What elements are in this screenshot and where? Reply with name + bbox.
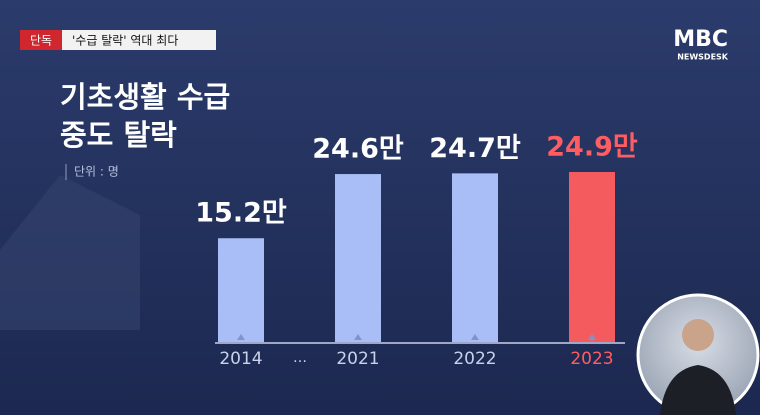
x-tick-label: 2023: [570, 349, 613, 369]
gap-mark: …: [293, 350, 307, 366]
chart-title: 중도 탈락: [60, 118, 177, 152]
interpreter-figure: [660, 365, 736, 415]
value-label: 24.9만: [546, 132, 638, 163]
bar-marker: [237, 334, 245, 340]
bar-marker: [471, 334, 479, 340]
value-label: 24.7만: [429, 133, 521, 164]
logo: MBC: [673, 27, 728, 52]
bar: [452, 173, 498, 342]
interpreter-head: [682, 319, 714, 351]
unit-note: 단위 : 명: [74, 165, 119, 179]
x-tick-label: 2021: [336, 349, 379, 369]
value-label: 24.6만: [312, 134, 404, 165]
logo-sub: NEWSDESK: [677, 53, 729, 62]
bar-marker: [588, 334, 596, 340]
badge: 단독: [30, 34, 52, 48]
bar: [335, 174, 381, 342]
badge-box: [20, 30, 62, 50]
x-tick-label: 2022: [453, 349, 496, 369]
bar: [569, 172, 615, 342]
value-label: 15.2만: [195, 198, 287, 229]
headline: '수급 탈락' 역대 최다: [72, 34, 178, 48]
chart-title: 기초생활 수급: [60, 80, 230, 114]
house-silhouette: [0, 175, 140, 330]
x-tick-label: 2014: [219, 349, 262, 369]
bar: [218, 238, 264, 342]
bar-marker: [354, 334, 362, 340]
headline-box: [62, 30, 216, 50]
